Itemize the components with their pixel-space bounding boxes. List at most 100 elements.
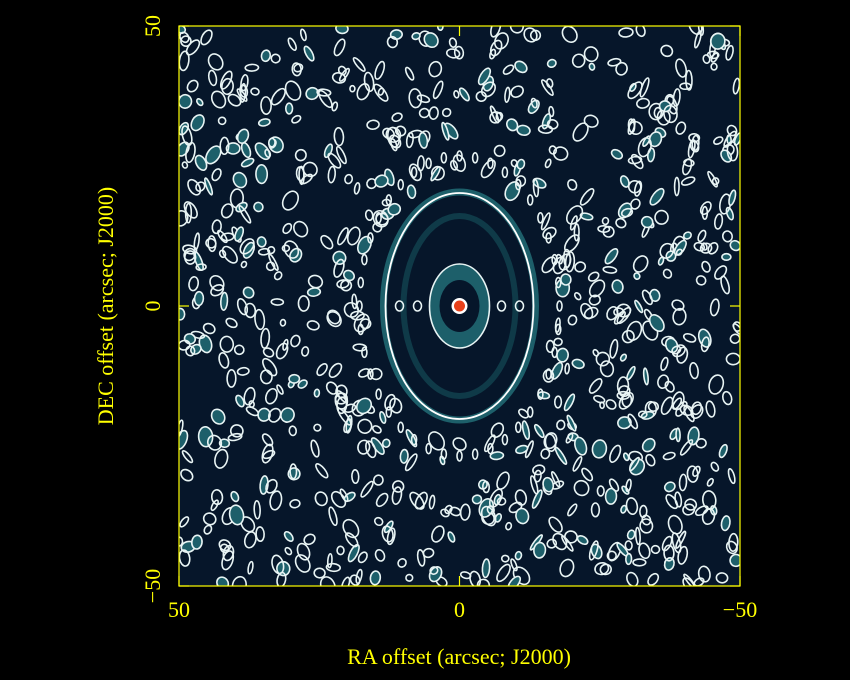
contour-blob [351,293,358,310]
contour-blob [281,244,291,253]
contour-blob [634,526,641,546]
contour-blob [284,546,293,556]
contour-blob [583,114,599,128]
contour-blob [290,334,301,348]
contour-blob [700,336,710,353]
contour-blob [533,469,542,483]
y-tick-label: 0 [140,301,165,312]
contour-blob [710,32,726,50]
contour-blob [613,310,626,325]
contour-blob [414,491,428,510]
contour-blob [262,357,278,377]
contour-blob [679,439,694,456]
contour-blob [195,263,207,271]
contour-blob [364,209,374,221]
contour-blob [230,490,240,503]
contour-blob [432,80,444,100]
contour-blob [404,453,418,472]
contour-blob [440,152,448,164]
contour-blob [594,562,610,576]
contour-blob [588,62,596,71]
contour-blob [255,164,269,185]
contour-blob [677,545,689,565]
contour-blob [641,514,652,526]
contour-blob [195,98,204,107]
contour-blob [632,255,649,273]
contour-blob [337,407,352,426]
contour-blob [645,453,656,467]
contour-blob [545,368,552,380]
contour-blob [641,437,656,453]
contour-blob [599,401,605,410]
contour-blob [579,187,595,206]
contour-blob [727,467,736,485]
contour-blob [516,124,531,136]
contour-blob [620,207,634,218]
contour-blob [659,242,675,259]
contour-blob [209,274,225,292]
contour-blob [469,570,482,586]
contour-blob [180,35,192,48]
contour-blob [599,563,612,576]
contour-blob [720,149,733,163]
contour-blob [682,332,697,343]
contour-blob [573,223,580,242]
contour-blob [360,480,374,498]
contour-blob [416,548,426,567]
contour-blob [303,533,316,546]
contour-blob [542,476,555,493]
contour-blob [337,227,349,246]
contour-blob [217,116,227,126]
ring [380,188,539,424]
contour-blob [567,503,578,517]
contour-blob [339,488,349,503]
contour-blob [486,505,495,515]
contour-blob [247,560,254,575]
contour-blob [262,449,276,460]
contour-blob [375,388,382,400]
contour-blob [408,88,423,109]
contour-blob [596,485,605,497]
contour-blob [672,88,681,107]
contour-blob [302,161,318,178]
contour-blob [369,570,382,586]
contour-blob [695,275,707,286]
contour-blob [375,212,382,224]
contour-blob [179,307,186,321]
contour-blob [181,450,194,464]
contour-blob [550,470,561,488]
contour-blob [200,29,213,46]
contour-blob [671,299,685,311]
contour-blob [179,429,189,451]
contour-blob [187,178,202,196]
contour-blob [638,542,651,560]
contour-blob [184,202,193,224]
contour-blob [441,107,452,118]
contour-blob [624,540,633,551]
contour-blob [210,499,219,512]
contour-blob [518,408,530,419]
contour-blob [193,232,201,251]
contour-blob [179,549,191,567]
contour-blob [456,450,463,462]
contour-blob [281,190,300,211]
contour-blob [386,527,396,546]
contour-blob [726,140,739,162]
contour-blob [602,225,615,238]
contour-blob [343,418,353,434]
contour-blob [667,514,683,535]
contour-blob [675,248,683,256]
contour-blob [675,58,688,78]
contour-blob [635,26,646,38]
contour-blob [532,464,546,476]
contour-blob [701,260,711,273]
contour-blob [181,161,189,169]
contour-blob [691,401,703,416]
contour-blob [367,368,374,380]
y-tick-label: 50 [140,15,165,37]
contour-blob [366,178,378,190]
contour-blob [342,518,360,539]
contour-blob [255,526,265,543]
contour-blob [505,521,513,531]
